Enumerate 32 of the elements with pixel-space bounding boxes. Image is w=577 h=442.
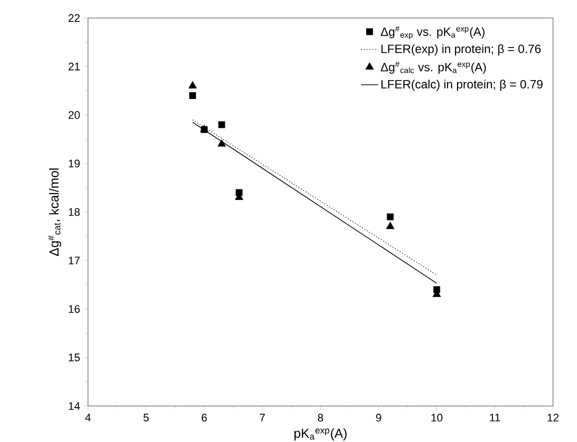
legend-label: Δg$^{#}$$_{exp}$ vs. pK$_{a}$$^{exp}$(A) <box>380 26 485 40</box>
point <box>433 286 440 293</box>
y-tick-label: 19 <box>68 160 80 168</box>
y-tick-label: 22 <box>68 14 80 22</box>
y-tick-label: 15 <box>68 354 80 362</box>
x-tick-label: 6 <box>202 414 207 422</box>
y-tick-label: 14 <box>68 402 80 410</box>
y-tick-label: 17 <box>68 256 80 264</box>
point <box>236 189 243 196</box>
legend-label: LFER(calc) in protein; β = 0.79 <box>381 80 543 91</box>
y-tick-label: 16 <box>68 305 80 313</box>
point <box>188 81 197 88</box>
point <box>218 139 226 147</box>
y-tick-label: 21 <box>68 62 80 70</box>
y-axis-title: Δg$^{#}$$_{cat}$, kcal/mol <box>48 168 62 256</box>
x-axis-title: pK$_{a}$$^{exp}$(A) <box>294 428 347 440</box>
legend-label: LFER(exp) in protein; β = 0.76 <box>381 44 541 56</box>
x-tick-label: 7 <box>260 414 265 422</box>
y-tick-label: 18 <box>68 208 80 216</box>
x-tick-label: 11 <box>490 414 500 422</box>
x-tick-label: 12 <box>548 414 559 422</box>
x-tick-label: 10 <box>431 414 442 422</box>
x-tick-label: 5 <box>144 414 149 422</box>
point <box>386 222 394 230</box>
x-tick-label: 4 <box>85 414 91 422</box>
x-tick-label: 9 <box>376 414 382 422</box>
x-tick-label: 8 <box>318 414 324 422</box>
point <box>189 92 196 99</box>
point <box>386 213 394 220</box>
point <box>218 121 226 128</box>
y-tick-label: 20 <box>68 111 80 119</box>
legend-label: Δg$^{#}$$_{calc}$ vs. pK$_{a}$$^{exp}$(A) <box>380 61 486 74</box>
